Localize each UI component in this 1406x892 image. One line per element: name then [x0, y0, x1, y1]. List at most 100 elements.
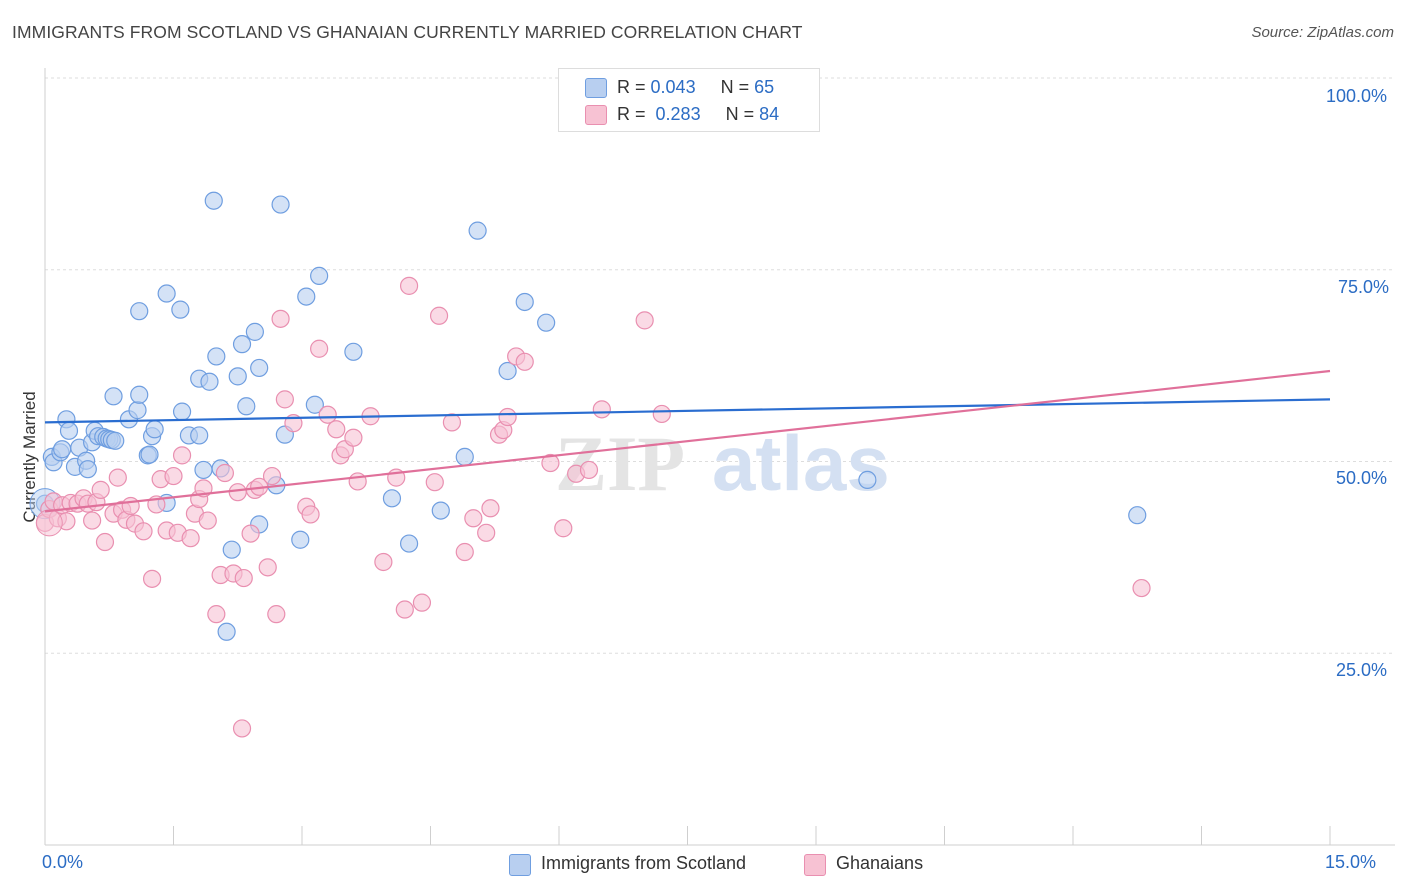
source-label: Source: ZipAtlas.com	[1251, 24, 1394, 41]
legend-n-label: N =	[725, 104, 755, 124]
y-tick-50: 50.0%	[1336, 468, 1388, 488]
point-ghanaians	[91, 480, 110, 499]
legend-r-label: R =	[617, 77, 646, 97]
point-ghanaians	[464, 509, 483, 528]
chart-title: IMMIGRANTS FROM SCOTLAND VS GHANAIAN CUR…	[12, 22, 803, 42]
point-ghanaians	[541, 453, 560, 473]
point-ghanaians	[301, 505, 320, 524]
point-ghanaians	[477, 523, 496, 542]
point-scotland	[130, 385, 149, 404]
point-ghanaians	[515, 352, 534, 371]
point-scotland	[140, 445, 159, 464]
trend-line-ghanaians	[44, 369, 1331, 513]
point-ghanaians-cluster	[35, 509, 63, 537]
point-ghanaians	[318, 405, 337, 424]
point-ghanaians	[228, 483, 247, 502]
y-tick-25: 25.0%	[1336, 660, 1388, 680]
bottom-legend-swatch-blue	[509, 854, 531, 876]
point-ghanaians	[258, 558, 277, 577]
point-scotland	[207, 347, 226, 366]
point-scotland	[310, 266, 329, 285]
point-ghanaians	[399, 276, 419, 295]
point-scotland	[515, 292, 534, 312]
point-ghanaians	[652, 404, 671, 424]
point-scotland	[204, 191, 223, 210]
bottom-legend-label-ghanaians: Ghanaians	[836, 853, 924, 873]
legend-r-label: R =	[617, 104, 646, 124]
point-scotland	[145, 420, 164, 439]
watermark-atlas: atlas	[712, 419, 890, 507]
point-scotland	[382, 489, 402, 508]
point-scotland	[128, 401, 147, 420]
point-ghanaians	[164, 466, 183, 486]
legend-n-value-blue: 65	[754, 77, 775, 97]
point-ghanaians	[198, 511, 217, 530]
point-scotland	[271, 195, 290, 214]
point-ghanaians	[215, 463, 234, 483]
point-ghanaians	[498, 407, 517, 427]
point-ghanaians	[635, 311, 654, 330]
point-ghanaians	[455, 542, 474, 562]
point-scotland	[232, 335, 252, 354]
point-scotland	[194, 460, 213, 480]
point-ghanaians	[579, 460, 599, 480]
point-ghanaians	[83, 511, 102, 530]
point-scotland	[104, 387, 123, 406]
point-scotland	[200, 372, 219, 391]
point-scotland	[228, 367, 247, 386]
point-ghanaians	[1132, 578, 1151, 598]
y-tick-75: 75.0%	[1338, 277, 1390, 297]
point-scotland	[171, 300, 190, 319]
trend-lines	[44, 369, 1331, 513]
point-ghanaians	[134, 522, 153, 541]
point-scotland	[106, 431, 125, 450]
point-scotland	[78, 460, 97, 479]
point-ghanaians	[554, 519, 573, 538]
point-scotland	[222, 540, 241, 559]
series-ghanaians-points	[35, 276, 1151, 738]
point-scotland	[305, 395, 324, 414]
bottom-legend-swatch-pink	[804, 854, 826, 876]
gridlines	[45, 77, 1395, 654]
legend-swatch-pink	[585, 105, 607, 125]
point-scotland	[468, 221, 487, 240]
point-ghanaians	[275, 390, 294, 409]
point-ghanaians	[310, 339, 329, 358]
legend-r-value-blue: 0.043	[650, 77, 696, 97]
point-scotland	[59, 421, 79, 440]
point-scotland	[344, 342, 363, 361]
series-scotland-points	[29, 191, 1147, 641]
point-scotland	[190, 426, 209, 445]
point-ghanaians	[374, 552, 393, 572]
point-ghanaians	[207, 605, 226, 624]
legend: R = 0.043 N = 65 R = 0.283 N = 84	[558, 68, 820, 132]
point-scotland	[250, 358, 269, 378]
point-ghanaians	[395, 600, 414, 619]
legend-n-value-pink: 84	[759, 104, 780, 124]
point-ghanaians	[241, 524, 260, 543]
watermark: ZIP	[555, 420, 685, 507]
x-tick-right: 15.0%	[1325, 852, 1377, 872]
point-scotland	[1128, 506, 1147, 525]
legend-swatch-blue	[585, 78, 607, 98]
point-ghanaians	[267, 605, 286, 624]
point-scotland	[399, 534, 419, 553]
point-scotland	[130, 302, 149, 321]
point-scotland	[498, 361, 517, 381]
point-ghanaians	[344, 428, 363, 447]
point-ghanaians	[592, 400, 611, 419]
bottom-legend-label-scotland: Immigrants from Scotland	[541, 853, 747, 873]
trend-line-scotland	[44, 398, 1331, 424]
point-scotland	[237, 397, 256, 416]
legend-n-label: N =	[720, 77, 750, 97]
point-ghanaians	[271, 309, 290, 328]
point-ghanaians	[181, 529, 200, 548]
legend-r-value-pink: 0.283	[655, 104, 701, 124]
y-tick-100: 100.0%	[1326, 86, 1388, 106]
point-ghanaians	[234, 568, 253, 588]
point-ghanaians	[412, 593, 432, 612]
point-ghanaians	[429, 306, 449, 325]
point-ghanaians	[327, 420, 346, 439]
point-ghanaians	[425, 473, 444, 492]
point-scotland	[537, 313, 556, 332]
